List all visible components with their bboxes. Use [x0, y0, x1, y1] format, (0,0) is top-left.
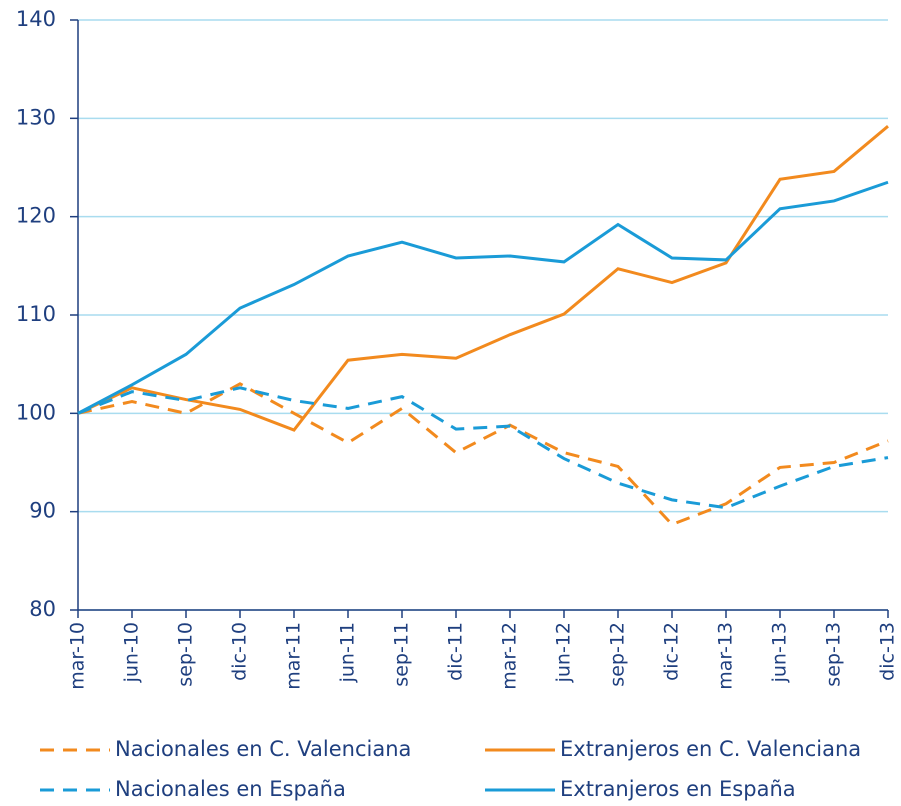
y-tick-label: 110: [16, 302, 56, 326]
x-tick-label: dic-10: [229, 622, 251, 681]
x-tick-label: dic-11: [445, 622, 467, 681]
legend-label: Nacionales en C. Valenciana: [115, 737, 411, 761]
x-tick-label: dic-12: [661, 622, 683, 681]
y-tick-label: 80: [29, 597, 56, 621]
x-tick-label: mar-13: [715, 622, 737, 690]
series-line: [77, 382, 889, 527]
x-tick-label: sep-13: [823, 622, 845, 687]
y-tick-label: 140: [16, 7, 56, 31]
x-tick-label: sep-10: [175, 622, 197, 687]
series-line: [77, 386, 889, 510]
series-line: [77, 125, 889, 432]
x-tick-label: jun-10: [121, 622, 143, 683]
x-tick-label: mar-10: [67, 622, 89, 690]
series-line: [77, 180, 889, 415]
legend-label: Extranjeros en C. Valenciana: [560, 737, 861, 761]
x-tick-label: jun-12: [553, 622, 575, 683]
y-tick-label: 120: [16, 204, 56, 228]
x-tick-label: jun-11: [337, 622, 359, 683]
x-tick-label: sep-11: [391, 622, 413, 687]
y-tick-label: 100: [16, 400, 56, 424]
x-tick-label: dic-13: [877, 622, 899, 681]
y-tick-label: 90: [29, 499, 56, 523]
x-tick-label: sep-12: [607, 622, 629, 687]
x-tick-label: jun-13: [769, 622, 791, 683]
x-tick-label: mar-11: [283, 622, 305, 690]
y-tick-label: 130: [16, 105, 56, 129]
legend-label: Extranjeros en España: [560, 777, 796, 801]
x-tick-label: mar-12: [499, 622, 521, 690]
legend-label: Nacionales en España: [115, 777, 346, 801]
